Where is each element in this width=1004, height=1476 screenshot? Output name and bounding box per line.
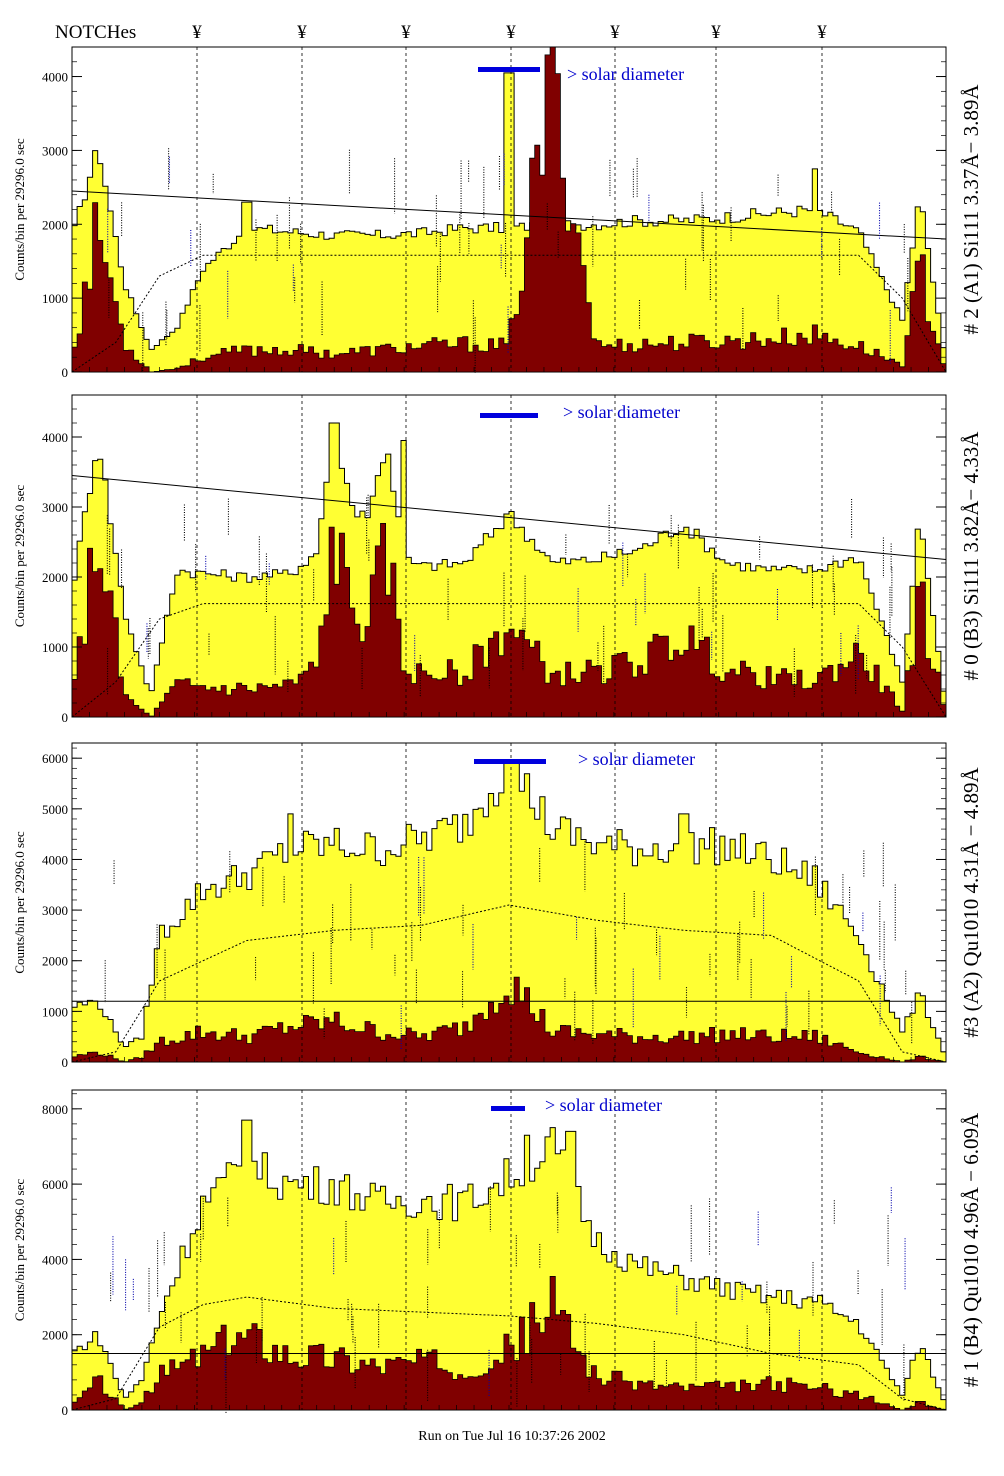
- trend-line: [71, 190, 947, 240]
- panel-title: # 2 (A1) Si111 3.37Å− 3.89Å: [959, 84, 983, 335]
- y-tick-label: 3000: [42, 143, 68, 158]
- chart-panels: 0 1000 2000 3000 4000 Counts/bin per 29296.0 …: [12, 46, 983, 1418]
- y-tick-label: 6000: [42, 1177, 68, 1192]
- y-tick-label: 0: [62, 365, 69, 380]
- solar-diameter-label: > solar diameter: [578, 749, 695, 769]
- solar-diameter-bar: [478, 67, 540, 72]
- notch-glyph-5: ¥: [610, 22, 620, 43]
- solar-diameter-label: > solar diameter: [567, 64, 684, 84]
- y-axis-label: Counts/bin per 29296.0 sec: [12, 1179, 27, 1321]
- y-tick-label: 1000: [42, 291, 68, 306]
- notches-header: NOTCHes ¥ ¥ ¥ ¥ ¥ ¥ ¥: [55, 22, 827, 43]
- total-counts-histogram: [71, 422, 947, 718]
- y-tick-label: 4000: [42, 430, 68, 445]
- chart-panel-2: 0 1000 2000 3000 4000 Counts/bin per 29296.0 …: [12, 394, 983, 725]
- y-tick-label: 0: [62, 710, 69, 725]
- component-counts-histogram: [71, 1276, 947, 1411]
- chart-panel-1: 0 1000 2000 3000 4000 Counts/bin per 29296.0 …: [12, 46, 983, 380]
- notch-glyph-1: ¥: [192, 22, 202, 43]
- solar-diameter-bar: [474, 759, 546, 764]
- y-tick-label: 2000: [42, 217, 68, 232]
- notch-glyph-6: ¥: [711, 22, 721, 43]
- notches-label: NOTCHes: [55, 22, 136, 43]
- y-tick-label: 3000: [42, 500, 68, 515]
- notch-glyph-3: ¥: [401, 22, 411, 43]
- y-tick-label: 0: [62, 1403, 69, 1418]
- y-axis-label: Counts/bin per 29296.0 sec: [12, 138, 27, 280]
- component-counts-histogram: [71, 976, 947, 1063]
- y-tick-label: 4000: [42, 1252, 68, 1267]
- solar-diameter-bar: [491, 1106, 525, 1111]
- model-curve: [71, 1296, 947, 1411]
- panel-title: #3 (A2) Qu1010 4.31Å − 4.89Å: [959, 767, 983, 1038]
- y-axis-label: Counts/bin per 29296.0 sec: [12, 831, 27, 973]
- y-tick-label: 2000: [42, 1328, 68, 1343]
- notch-markers: ¥ ¥ ¥ ¥ ¥ ¥ ¥: [192, 22, 827, 43]
- notch-glyph-2: ¥: [297, 22, 307, 43]
- solar-diameter-label: > solar diameter: [545, 1095, 662, 1115]
- solar-diameter-bar: [480, 413, 538, 418]
- model-curve: [71, 904, 947, 1063]
- notch-glyph-7: ¥: [817, 22, 827, 43]
- y-tick-label: 5000: [42, 802, 68, 817]
- component-counts-histogram: [71, 523, 947, 718]
- y-tick-label: 0: [62, 1055, 69, 1070]
- panel-title: # 0 (B3) Si111 3.82Å− 4.33Å: [959, 431, 983, 681]
- total-counts-histogram: [71, 1119, 947, 1411]
- solar-diameter-label: > solar diameter: [563, 402, 680, 422]
- y-tick-label: 2000: [42, 570, 68, 585]
- y-tick-label: 8000: [42, 1102, 68, 1117]
- model-curve: [71, 254, 947, 373]
- panel-title: # 1 (B4) Qu1010 4.96Å − 6.09Å: [959, 1112, 983, 1387]
- y-tick-label: 3000: [42, 903, 68, 918]
- trend-line: [71, 475, 947, 560]
- chart-panel-4: 0 2000 4000 6000 8000 Counts/bin per 29296.0 …: [12, 1089, 983, 1418]
- y-tick-label: 2000: [42, 954, 68, 969]
- component-counts-histogram: [71, 46, 947, 373]
- run-timestamp: Run on Tue Jul 16 10:37:26 2002: [418, 1429, 605, 1444]
- y-tick-label: 4000: [42, 852, 68, 867]
- model-curve: [71, 603, 947, 718]
- y-tick-label: 1000: [42, 640, 68, 655]
- notch-glyph-4: ¥: [506, 22, 516, 43]
- chart-panel-3: 0 1000 2000 3000 4000 5000 6000 Counts/bin per …: [12, 742, 983, 1070]
- y-tick-label: 4000: [42, 70, 68, 85]
- y-tick-label: 6000: [42, 751, 68, 766]
- y-tick-label: 1000: [42, 1004, 68, 1019]
- y-axis-label: Counts/bin per 29296.0 sec: [12, 485, 27, 627]
